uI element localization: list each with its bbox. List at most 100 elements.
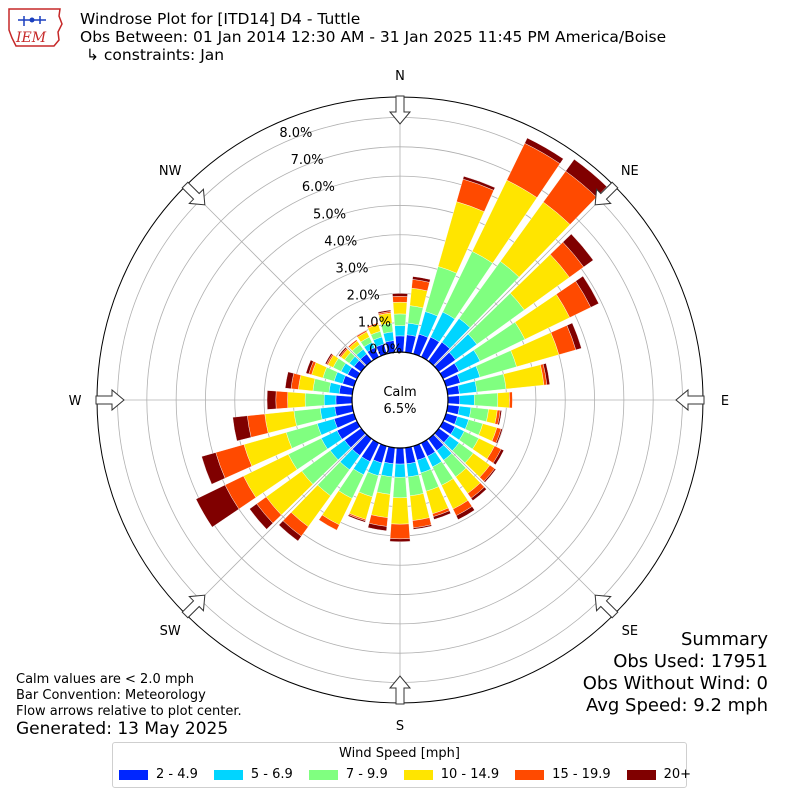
- generated-date: Generated: 13 May 2025: [16, 719, 229, 739]
- windrose-bar-segment: [318, 514, 340, 531]
- windrose-bar-segment: [304, 393, 325, 407]
- legend-entry: 15 - 19.9: [515, 767, 611, 782]
- chart-title: Windrose Plot for [ITD14] D4 - Tuttle: [80, 10, 361, 28]
- windrose-bar-segment: [195, 484, 240, 528]
- radial-tick-label: 8.0%: [279, 126, 312, 141]
- windrose-bar-segment: [446, 404, 460, 415]
- calm-value: 6.5%: [383, 402, 416, 417]
- radial-tick-label: 7.0%: [291, 153, 324, 168]
- windrose-bar-segment: [367, 523, 388, 532]
- summary-obs-without-wind: Obs Without Wind: 0: [582, 673, 768, 694]
- legend-entry: 2 - 4.9: [119, 767, 198, 782]
- direction-label: NW: [159, 164, 182, 179]
- windrose-bar-segment: [565, 159, 608, 198]
- windrose-bar-segment: [389, 523, 411, 540]
- windrose-bar-segment: [497, 410, 502, 426]
- windrose-bar-segment: [394, 325, 406, 337]
- legend-items: 2 - 4.9 5 - 6.9 7 - 9.9 10 - 14.9 15 - 19.9 2…: [119, 767, 707, 782]
- windrose-bar-segment: [323, 394, 337, 406]
- radial-tick-label: 2.0%: [347, 288, 380, 303]
- windrose-bar-segment: [542, 363, 551, 386]
- flow-arrows-note: Flow arrows relative to plot center.: [16, 704, 242, 719]
- windrose-bar-segment: [509, 391, 513, 409]
- windrose-bars: [195, 137, 608, 542]
- calm-circle: [351, 351, 449, 449]
- windrose-bar-segment: [249, 503, 274, 530]
- radial-tick-label: 4.0%: [324, 234, 357, 249]
- windrose-bar-segment: [275, 390, 289, 410]
- windrose-bar-segment: [347, 514, 366, 523]
- windrose-bar-segment: [328, 382, 341, 394]
- windrose-bar-segment: [412, 524, 432, 530]
- windrose-bar-segment: [406, 461, 420, 478]
- flow-arrow-icon: [388, 95, 412, 125]
- radial-tick-label: 3.0%: [335, 261, 368, 276]
- windrose-bar-segment: [446, 385, 460, 396]
- windrose-bar-segment: [392, 293, 408, 297]
- speed-legend: Wind Speed [mph] 2 - 4.9 5 - 6.9 7 - 9.9 10…: [112, 742, 691, 788]
- grid-spoke: [185, 185, 401, 401]
- flow-arrow-icon: [95, 388, 125, 412]
- legend-label: 5 - 6.9: [250, 767, 293, 782]
- windrose-bar-segment: [524, 137, 564, 164]
- legend-label: 10 - 14.9: [440, 767, 500, 782]
- radial-tick-label: 0.0%: [369, 343, 402, 358]
- legend-swatch: [308, 769, 338, 780]
- windrose-bar-segment: [380, 461, 394, 478]
- radial-tick-label: 6.0%: [302, 180, 335, 195]
- windrose-bar-segment: [366, 322, 379, 329]
- windrose-bar-segment: [432, 510, 451, 520]
- windrose-bar-segment: [389, 538, 411, 542]
- windrose-bar-segment: [447, 395, 460, 405]
- iowa-outline: [8, 8, 63, 47]
- windrose-bar-segment: [376, 474, 393, 495]
- windrose-bar-segment: [462, 175, 496, 191]
- windrose-bar-segment: [390, 497, 410, 525]
- summary-heading: Summary: [681, 629, 768, 650]
- radial-tick-label: 1.0%: [358, 316, 391, 331]
- grid-spoke: [399, 399, 615, 615]
- windrose-bar-segment: [412, 276, 431, 283]
- legend-title: Wind Speed [mph]: [339, 746, 460, 761]
- legend-label: 15 - 19.9: [552, 767, 611, 782]
- windrose-bar-segment: [298, 374, 316, 392]
- legend-swatch: [515, 769, 545, 780]
- flow-arrow-icon: [181, 181, 206, 206]
- chart-constraints: ↳ constraints: Jan: [86, 46, 225, 64]
- summary-obs-used: Obs Used: 17951: [613, 651, 768, 672]
- windrose-bar-segment: [319, 406, 337, 420]
- flow-arrows: [95, 95, 705, 705]
- windrose-bar-segment: [392, 296, 408, 303]
- legend-swatch: [626, 769, 656, 780]
- windrose-bar-segment: [347, 339, 358, 348]
- legend-entry: 20+: [626, 767, 691, 782]
- direction-label: N: [395, 69, 405, 84]
- windrose-bar-segment: [201, 452, 226, 485]
- direction-labels: N NE E SE S SW W NW: [69, 69, 730, 734]
- radial-tick-label: 5.0%: [313, 207, 346, 222]
- logo-text: IEM: [15, 30, 47, 46]
- windrose-bar-segment: [407, 305, 424, 326]
- windrose-bar-segment: [392, 301, 408, 315]
- direction-label: SW: [160, 624, 181, 639]
- windrose-bar-segment: [356, 330, 368, 338]
- windrose-bar-segment: [324, 353, 333, 365]
- windrose-bar-segment: [407, 474, 424, 497]
- windrose-bar-segment: [562, 233, 594, 268]
- legend-entry: 5 - 6.9: [213, 767, 293, 782]
- direction-label: NE: [621, 164, 639, 179]
- flow-arrow-icon: [594, 181, 619, 206]
- windrose-bar-segment: [469, 407, 489, 422]
- windrose-bar-segment: [392, 476, 408, 499]
- calm-note: Calm values are < 2.0 mph: [16, 672, 195, 687]
- windrose-bar-segment: [393, 313, 407, 327]
- legend-swatch: [119, 769, 148, 780]
- windrose-bar-segment: [457, 380, 478, 395]
- windrose-bar-segment: [459, 394, 475, 406]
- windrose-bar-segment: [370, 491, 391, 518]
- windrose-bar-segment: [470, 486, 487, 501]
- windrose-bar-segment: [495, 428, 503, 444]
- windrose-bar-segment: [492, 448, 505, 465]
- windrose-bar-segment: [395, 447, 405, 465]
- grid-spoke: [399, 185, 615, 401]
